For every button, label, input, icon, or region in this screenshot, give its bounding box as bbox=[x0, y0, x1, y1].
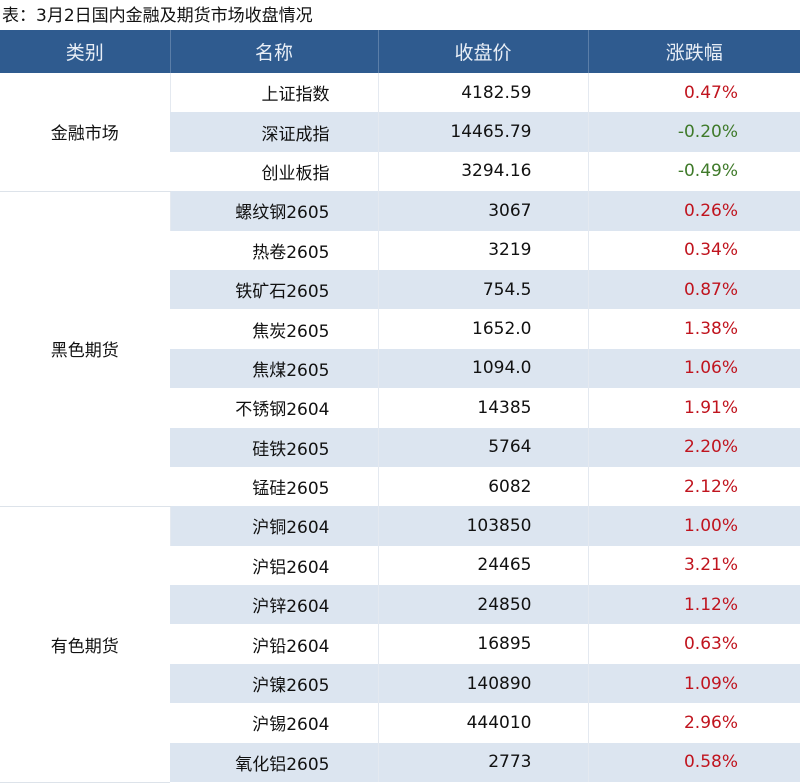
name-cell: 沪锡2604 bbox=[252, 715, 330, 736]
table-row: 不锈钢2604 14385 1.91% bbox=[0, 388, 800, 428]
table-row: 热卷2605 3219 0.34% bbox=[0, 230, 800, 270]
name-cell: 上证指数 bbox=[169, 73, 378, 113]
table-row: 焦炭2605 1652.0 1.38% bbox=[0, 309, 800, 349]
change-cell: 0.58% bbox=[587, 742, 800, 783]
change-cell: 1.12% bbox=[587, 585, 800, 625]
name-cell: 焦煤2605 bbox=[170, 348, 378, 389]
table-row: 深证成指 14465.79 -0.20% bbox=[0, 112, 800, 152]
header-name: 名称 bbox=[169, 30, 378, 73]
close-price-cell: 14385 bbox=[377, 388, 588, 428]
name-cell: 沪镍2605 bbox=[170, 663, 378, 704]
close-price-cell: 1652.0 bbox=[377, 309, 588, 349]
change-cell: 1.38% bbox=[587, 309, 800, 349]
category-cell: 有色期货 bbox=[0, 506, 170, 783]
header-row: 类别 名称 收盘价 涨跌幅 bbox=[0, 30, 800, 73]
name-cell: 热卷2605 bbox=[252, 242, 330, 263]
change-cell: 2.96% bbox=[587, 703, 800, 743]
table-row: 沪锌2604 24850 1.12% bbox=[0, 585, 800, 625]
close-price-cell: 24850 bbox=[377, 585, 588, 625]
table-row: 沪铝2604 24465 3.21% bbox=[0, 545, 800, 586]
close-price-cell: 14465.79 bbox=[377, 112, 588, 152]
name-cell: 氧化铝2605 bbox=[170, 742, 378, 783]
table-row: 金融市场 上证指数 4182.59 0.47% bbox=[0, 73, 800, 192]
name-cell: 硅铁2605 bbox=[170, 427, 378, 467]
table-row: 焦煤2605 1094.0 1.06% bbox=[0, 348, 800, 389]
name-cell: 不锈钢2604 bbox=[235, 400, 330, 421]
change-cell: 1.91% bbox=[587, 388, 800, 428]
table-row: 沪锡2604 444010 2.96% bbox=[0, 703, 800, 743]
table-row: 有色期货 沪铜2604 103850 1.00% bbox=[0, 506, 800, 783]
name-cell: 螺纹钢2605 bbox=[169, 191, 378, 231]
header-close: 收盘价 bbox=[377, 30, 588, 73]
change-cell: -0.20% bbox=[587, 112, 800, 152]
name-cell: 创业板指 bbox=[261, 163, 330, 184]
category-cell: 金融市场 bbox=[0, 73, 170, 192]
close-price-cell: 2773 bbox=[377, 742, 588, 783]
change-cell: 1.00% bbox=[587, 506, 800, 546]
change-cell: 1.09% bbox=[587, 663, 800, 704]
change-cell: 2.20% bbox=[587, 427, 800, 467]
change-cell: -0.49% bbox=[587, 151, 800, 192]
name-cell: 铁矿石2605 bbox=[170, 269, 378, 310]
table-title: 表：3月2日国内金融及期货市场收盘情况 bbox=[2, 6, 313, 26]
change-cell: 0.34% bbox=[587, 230, 800, 270]
close-price-cell: 3294.16 bbox=[377, 151, 588, 192]
category-cell: 黑色期货 bbox=[0, 191, 170, 507]
change-cell: 3.21% bbox=[587, 545, 800, 586]
close-price-cell: 4182.59 bbox=[377, 73, 588, 113]
table-row: 硅铁2605 5764 2.20% bbox=[0, 427, 800, 467]
name-cell: 沪铅2604 bbox=[252, 636, 330, 657]
close-price-cell: 1094.0 bbox=[377, 348, 588, 389]
table-row: 沪镍2605 140890 1.09% bbox=[0, 663, 800, 704]
close-price-cell: 444010 bbox=[377, 703, 588, 743]
name-cell: 焦炭2605 bbox=[252, 321, 330, 342]
close-price-cell: 103850 bbox=[377, 506, 588, 546]
change-cell: 0.87% bbox=[587, 269, 800, 310]
close-price-cell: 3219 bbox=[377, 230, 588, 270]
table-row: 沪铅2604 16895 0.63% bbox=[0, 624, 800, 664]
close-price-cell: 16895 bbox=[377, 624, 588, 664]
table-row: 创业板指 3294.16 -0.49% bbox=[0, 151, 800, 192]
header-change: 涨跌幅 bbox=[587, 30, 800, 73]
table-row: 黑色期货 螺纹钢2605 3067 0.26% bbox=[0, 191, 800, 507]
close-price-cell: 5764 bbox=[377, 427, 588, 467]
header-category: 类别 bbox=[0, 30, 170, 73]
table-row: 铁矿石2605 754.5 0.87% bbox=[0, 269, 800, 310]
change-cell: 0.26% bbox=[587, 191, 800, 231]
close-price-cell: 3067 bbox=[377, 191, 588, 231]
name-cell: 沪铜2604 bbox=[169, 506, 378, 546]
table-row: 氧化铝2605 2773 0.58% bbox=[0, 742, 800, 783]
change-cell: 2.12% bbox=[587, 466, 800, 507]
name-cell: 深证成指 bbox=[170, 112, 378, 152]
market-close-table: 类别 名称 收盘价 涨跌幅 金融市场 上证指数 4182.59 0.47% 深证成指 14… bbox=[0, 30, 800, 783]
close-price-cell: 140890 bbox=[377, 663, 588, 704]
change-cell: 0.63% bbox=[587, 624, 800, 664]
change-cell: 0.47% bbox=[587, 73, 800, 113]
name-cell: 沪锌2604 bbox=[170, 585, 378, 625]
table-row: 锰硅2605 6082 2.12% bbox=[0, 466, 800, 507]
name-cell: 锰硅2605 bbox=[252, 479, 330, 500]
close-price-cell: 754.5 bbox=[377, 269, 588, 310]
change-cell: 1.06% bbox=[587, 348, 800, 389]
close-price-cell: 24465 bbox=[377, 545, 588, 586]
close-price-cell: 6082 bbox=[377, 466, 588, 507]
name-cell: 沪铝2604 bbox=[252, 557, 330, 578]
